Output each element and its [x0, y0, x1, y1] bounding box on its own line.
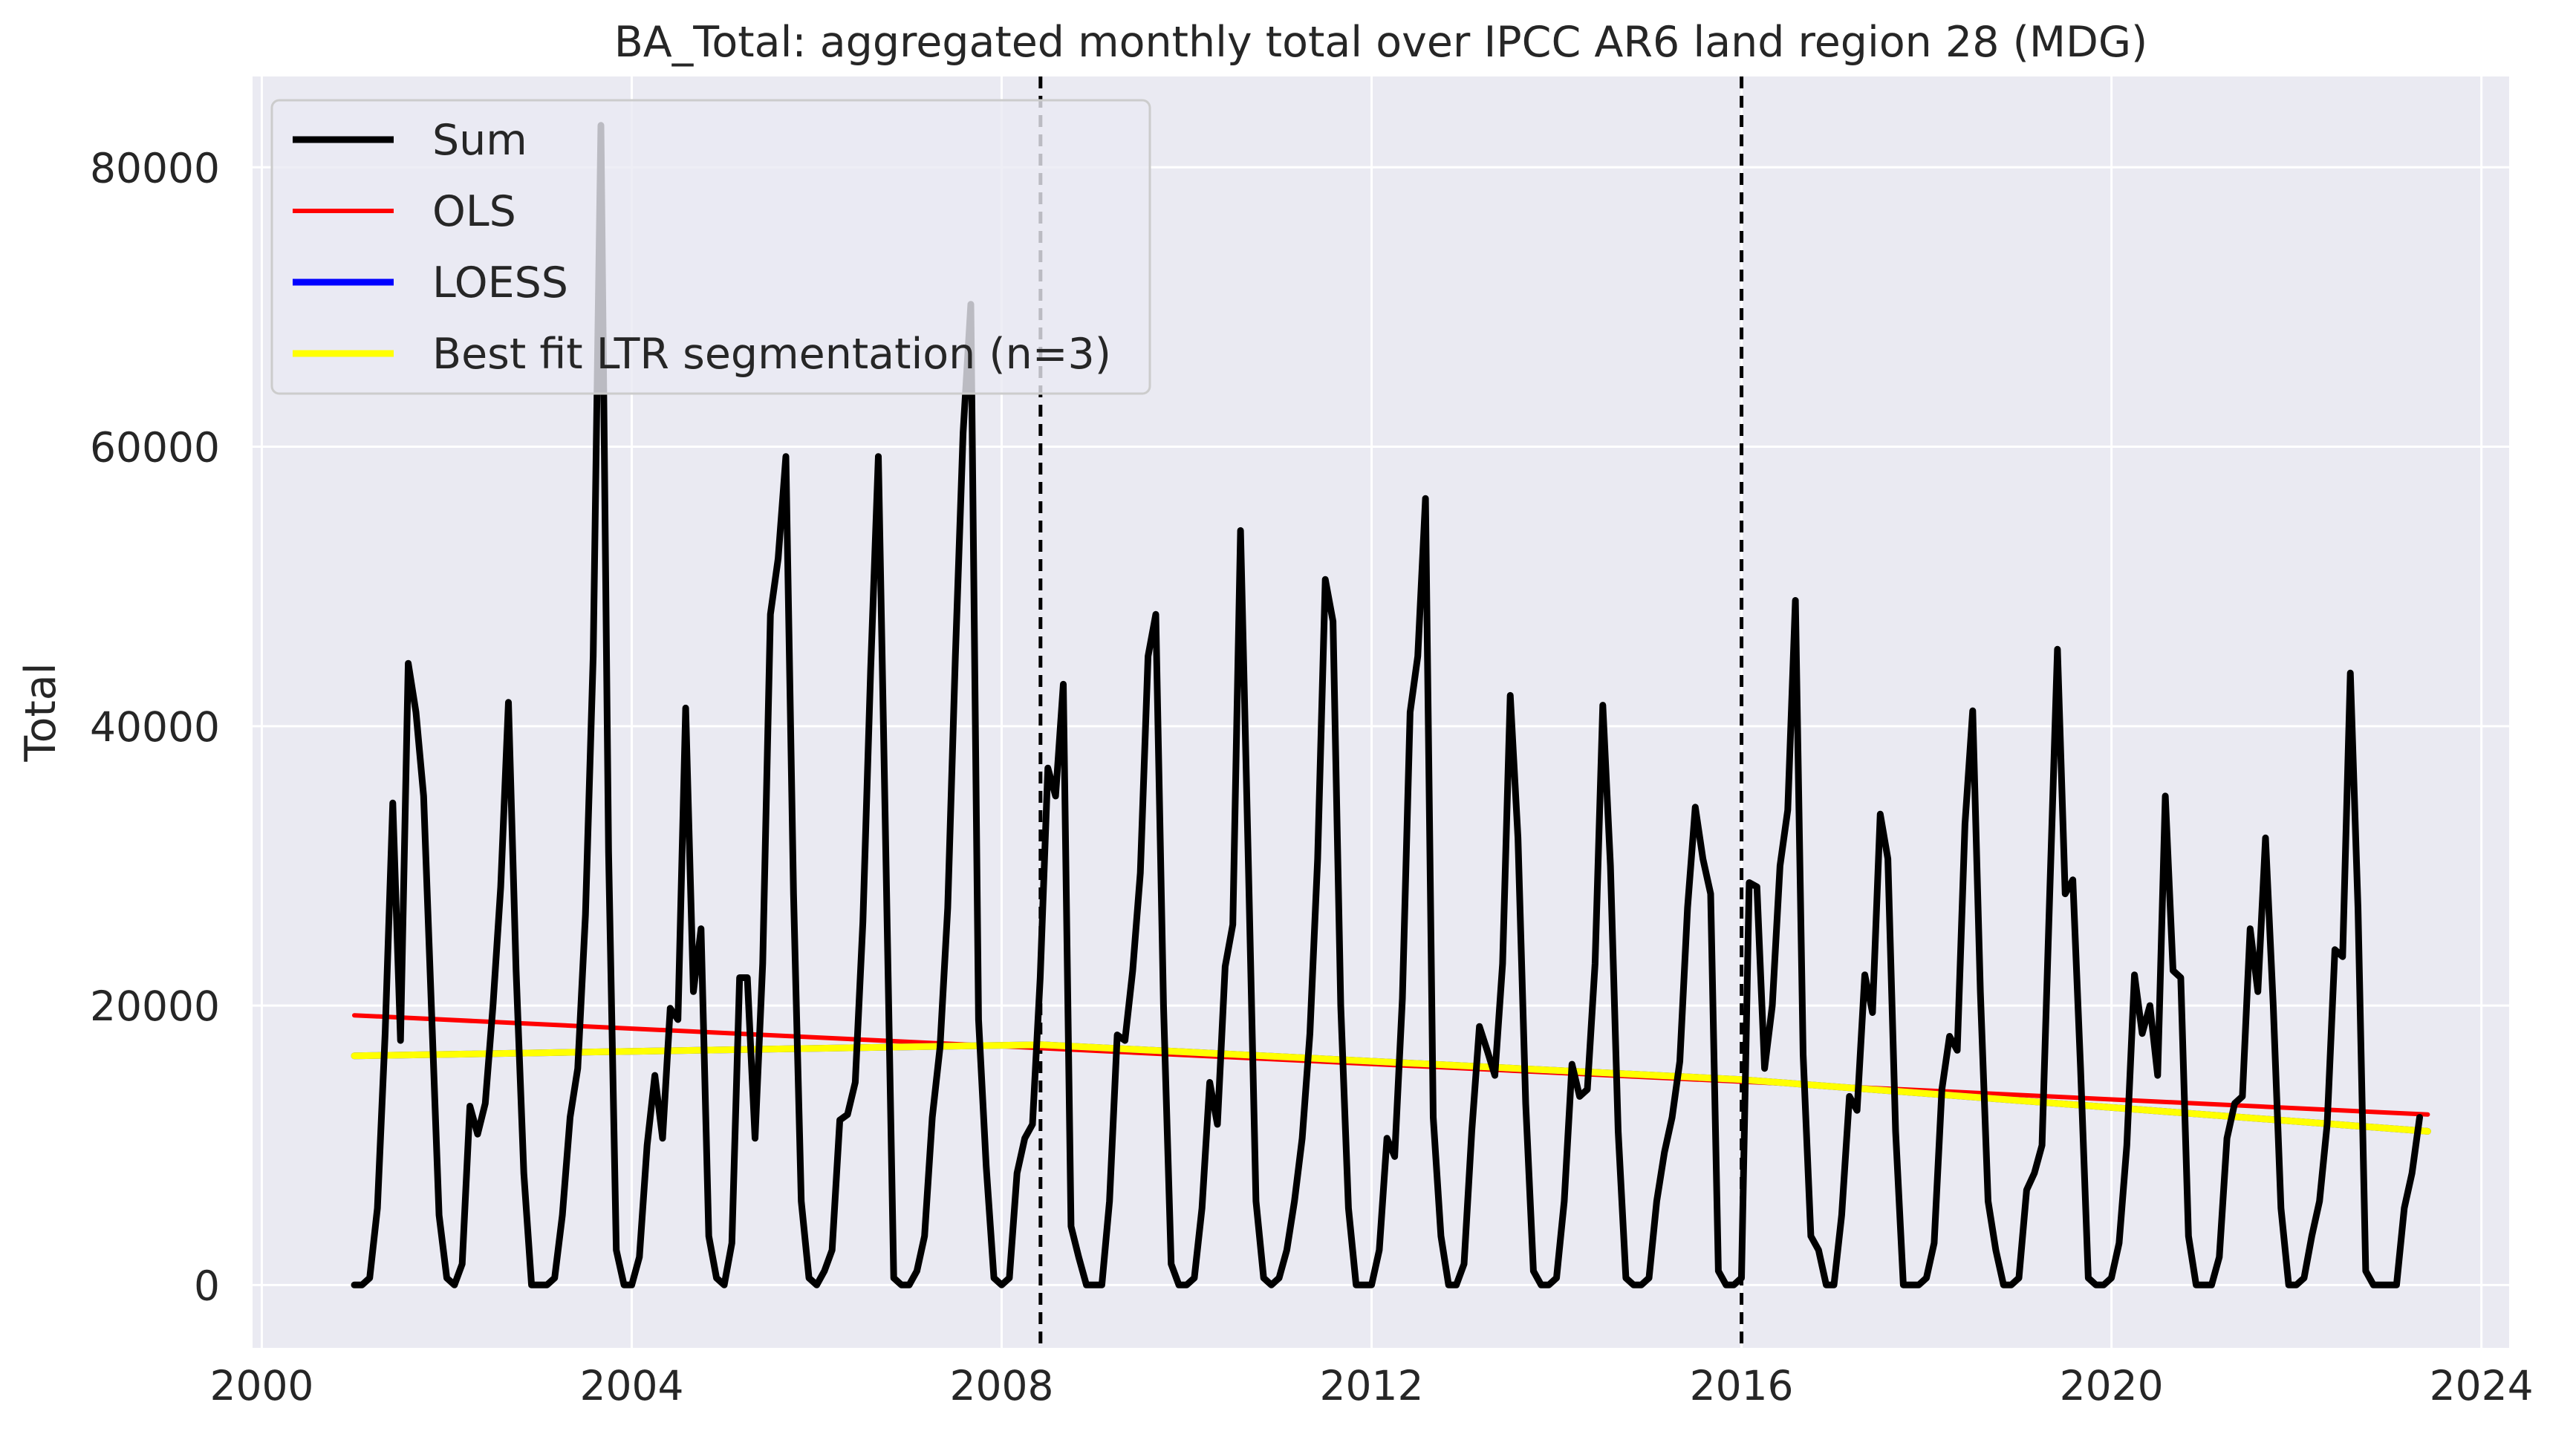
sum-line	[351, 122, 2423, 1288]
y-tick-labels: 0 20000 40000 60000 80000	[90, 144, 220, 1309]
legend-items: Sum OLS LOESS Best fit LTR segmentation (n=…	[293, 116, 1111, 379]
sum-series	[351, 122, 2423, 1288]
y-tick-label: 20000	[90, 982, 220, 1030]
x-tick-label: 2000	[209, 1362, 313, 1409]
legend-label: Sum	[432, 116, 527, 165]
legend-frame	[270, 99, 1151, 395]
x-tick-label: 2004	[579, 1362, 683, 1409]
chart-title: BA_Total: aggregated monthly total over …	[614, 18, 2148, 67]
legend-label: OLS	[432, 187, 516, 236]
y-axis-title: Total	[16, 662, 65, 762]
legend-label: Best fit LTR segmentation (n=3)	[432, 330, 1111, 379]
x-tick-label: 2012	[1320, 1362, 1424, 1409]
y-tick-label: 40000	[90, 703, 220, 751]
y-tick-label: 0	[194, 1262, 220, 1309]
y-tick-label: 60000	[90, 424, 220, 472]
x-tick-label: 2008	[950, 1362, 1054, 1409]
x-tick-label: 2016	[1690, 1362, 1794, 1409]
y-tick-label: 80000	[90, 144, 220, 192]
x-tick-labels: 2000 2004 2008 2012 2016 2020 2024	[209, 1362, 2533, 1409]
legend-label: LOESS	[432, 258, 568, 307]
x-tick-label: 2020	[2060, 1362, 2164, 1409]
legend: Sum OLS LOESS Best fit LTR segmentation (n=…	[270, 99, 1151, 395]
x-tick-label: 2024	[2430, 1362, 2534, 1409]
